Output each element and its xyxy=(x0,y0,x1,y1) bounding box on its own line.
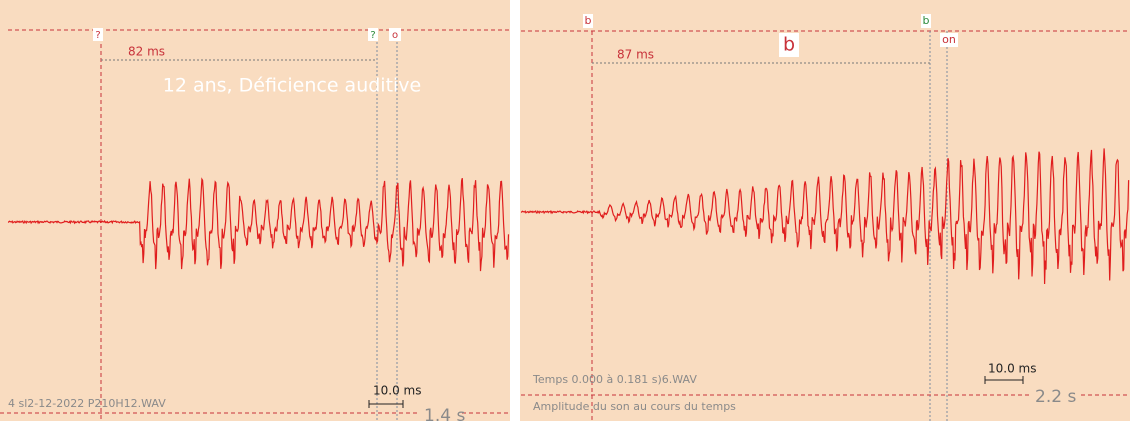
waveform xyxy=(520,148,1130,285)
segment-label: b xyxy=(783,34,795,56)
marker: o xyxy=(392,30,398,41)
segment-box xyxy=(779,33,799,57)
scale-label: 10.0 ms xyxy=(988,362,1036,376)
caption: Amplitude du son au cours du temps xyxy=(533,400,736,413)
scale-label: 10.0 ms xyxy=(373,384,421,398)
marker-box xyxy=(368,28,378,41)
marker: b xyxy=(923,14,930,27)
marker: ? xyxy=(370,30,375,41)
waveform xyxy=(7,177,510,272)
marker-box xyxy=(93,28,103,41)
marker-box xyxy=(921,14,931,28)
interval-label: 82 ms xyxy=(128,45,165,59)
duration-label: 1.4 s xyxy=(424,406,465,421)
interval-label: 87 ms xyxy=(617,48,654,62)
title: 12 ans, Déficience auditive xyxy=(163,75,422,97)
marker: on xyxy=(942,33,956,46)
marker-box xyxy=(583,14,593,28)
marker-box xyxy=(940,33,958,47)
marker: b xyxy=(585,14,592,27)
file-label: 4 sl2-12-2022 P210H12.WAV xyxy=(8,397,166,410)
marker-box xyxy=(389,28,401,41)
scale-bar xyxy=(984,376,1024,384)
duration-label: 2.2 s xyxy=(1035,387,1076,407)
label-bg xyxy=(1030,386,1078,406)
scale-bar xyxy=(368,400,404,408)
label-bg xyxy=(420,405,462,421)
marker: ? xyxy=(95,30,100,41)
time-label: Temps 0.000 à 0.181 s)6.WAV xyxy=(532,373,697,386)
